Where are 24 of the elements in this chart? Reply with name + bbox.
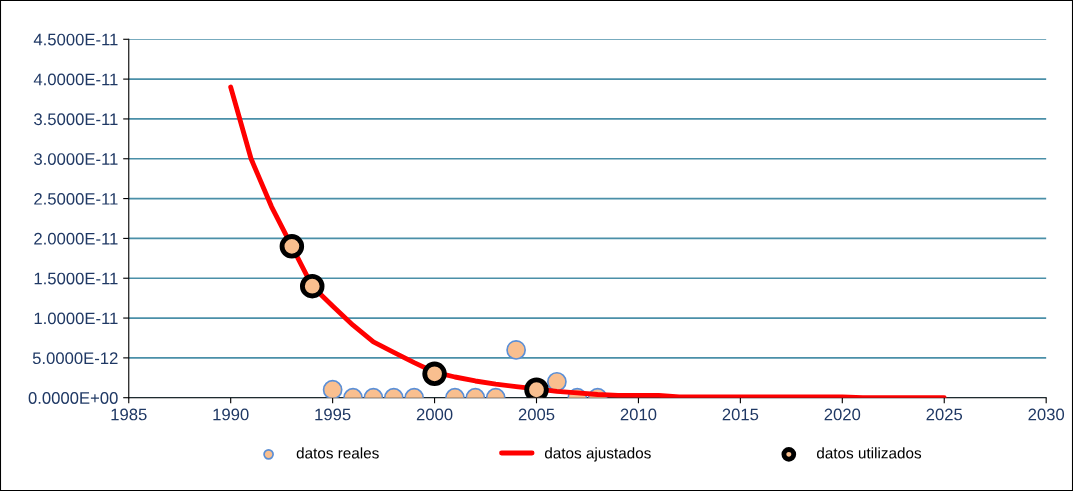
legend-label: datos utilizados [816, 447, 922, 459]
x-tick-label: 2030 [1028, 408, 1065, 421]
y-tick-label: 5.0000E-12 [32, 352, 118, 365]
y-tick-label: 4.0000E-11 [33, 73, 118, 86]
y-tick-label: 2.5000E-11 [34, 192, 118, 205]
x-tick-label: 2020 [824, 408, 861, 421]
x-tick-label: 2025 [926, 408, 963, 421]
y-tick-label: 1.5000E-11 [34, 272, 118, 285]
line-series [228, 84, 947, 398]
legend-label: datos ajustados [544, 447, 651, 462]
y-tick-label: 1.0000E-11 [34, 312, 118, 325]
x-tick-label: 2015 [722, 408, 759, 421]
y-tick-label: 4.5000E-11 [33, 33, 118, 46]
x-tick-label: 1990 [213, 408, 249, 421]
x-tick-label: 2010 [620, 408, 657, 421]
x-tick-label: 1985 [111, 408, 147, 421]
y-tick-label: 3.5000E-11 [34, 113, 118, 126]
x-tick-label: 2005 [518, 408, 555, 421]
y-tick-label: 0.0000E+00 [28, 392, 118, 404]
x-tick-label: 1995 [315, 408, 351, 421]
y-tick-label: 3.0000E-11 [34, 153, 118, 165]
x-tick-label: 2000 [416, 408, 453, 421]
legend-label: datos reales [296, 447, 379, 459]
y-tick-label: 2.0000E-11 [34, 232, 118, 245]
